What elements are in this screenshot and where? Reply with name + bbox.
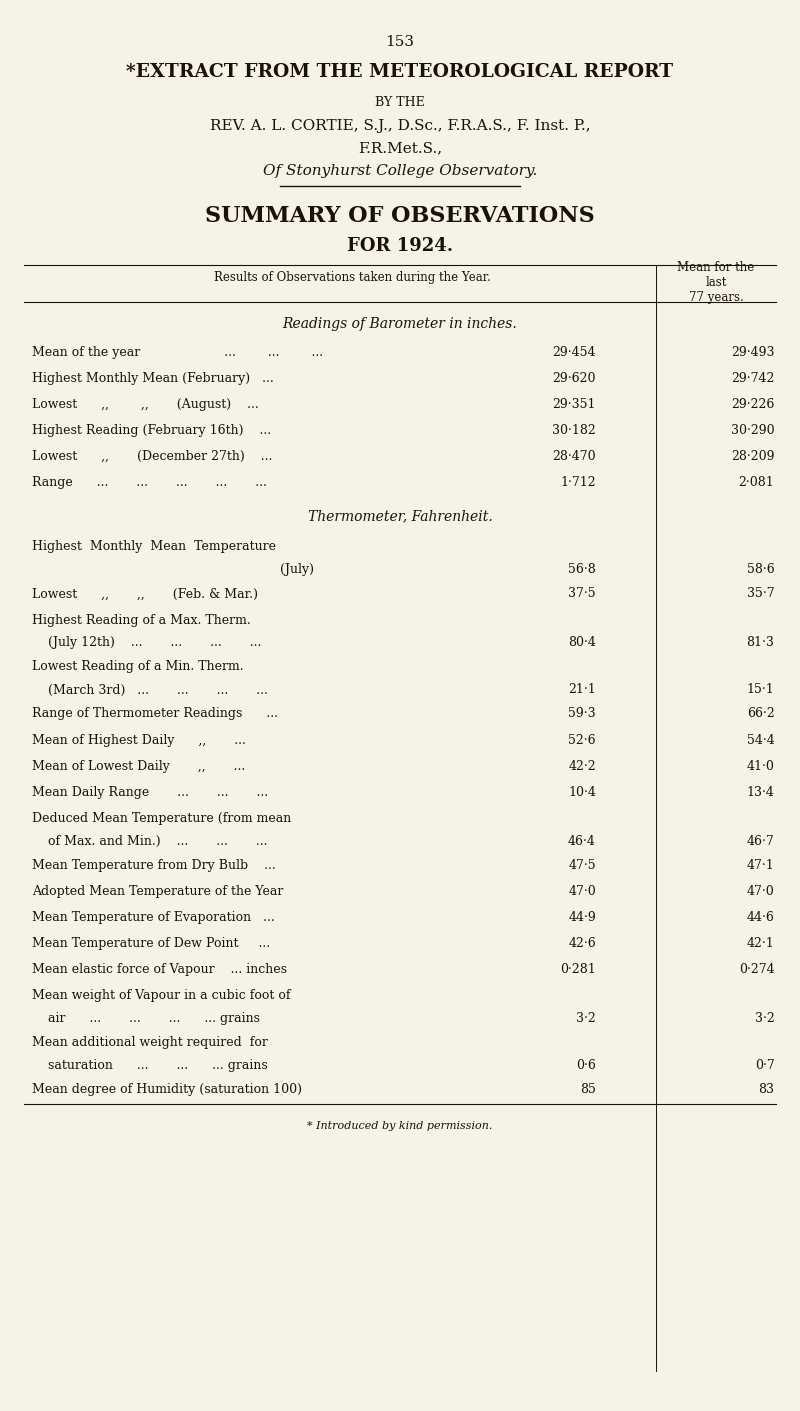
Text: Highest Reading (February 16th)    ...: Highest Reading (February 16th) ...	[32, 423, 271, 437]
Text: 10·4: 10·4	[568, 786, 596, 799]
Text: Lowest      ,,       ,,       (Feb. & Mar.): Lowest ,, ,, (Feb. & Mar.)	[32, 587, 258, 601]
Text: 44·6: 44·6	[746, 912, 774, 924]
Text: 46·7: 46·7	[746, 835, 774, 848]
Text: 37·5: 37·5	[568, 587, 596, 601]
Text: 47·0: 47·0	[746, 885, 774, 897]
Text: Mean Daily Range       ...       ...       ...: Mean Daily Range ... ... ...	[32, 786, 268, 799]
Text: Mean weight of Vapour in a cubic foot of: Mean weight of Vapour in a cubic foot of	[32, 989, 290, 1002]
Text: 0·6: 0·6	[576, 1060, 596, 1072]
Text: 44·9: 44·9	[568, 912, 596, 924]
Text: F.R.Met.S.,: F.R.Met.S.,	[358, 141, 442, 155]
Text: SUMMARY OF OBSERVATIONS: SUMMARY OF OBSERVATIONS	[205, 205, 595, 227]
Text: 29·493: 29·493	[731, 346, 774, 358]
Text: Mean degree of Humidity (saturation 100): Mean degree of Humidity (saturation 100)	[32, 1084, 302, 1096]
Text: BY THE: BY THE	[375, 96, 425, 109]
Text: 42·2: 42·2	[568, 759, 596, 773]
Text: 47·5: 47·5	[568, 859, 596, 872]
Text: 80·4: 80·4	[568, 636, 596, 649]
Text: Range of Thermometer Readings      ...: Range of Thermometer Readings ...	[32, 707, 278, 721]
Text: 3·2: 3·2	[576, 1012, 596, 1026]
Text: 1·712: 1·712	[560, 476, 596, 490]
Text: 153: 153	[386, 35, 414, 49]
Text: 0·274: 0·274	[738, 964, 774, 976]
Text: Mean additional weight required  for: Mean additional weight required for	[32, 1036, 268, 1050]
Text: Mean of Lowest Daily       ,,       ...: Mean of Lowest Daily ,, ...	[32, 759, 246, 773]
Text: 59·3: 59·3	[568, 707, 596, 721]
Text: 83: 83	[758, 1084, 774, 1096]
Text: 21·1: 21·1	[568, 683, 596, 697]
Text: 58·6: 58·6	[746, 563, 774, 576]
Text: 13·4: 13·4	[746, 786, 774, 799]
Text: 29·620: 29·620	[553, 373, 596, 385]
Text: 42·6: 42·6	[568, 937, 596, 950]
Text: air      ...       ...       ...      ... grains: air ... ... ... ... grains	[32, 1012, 260, 1026]
Text: (July 12th)    ...       ...       ...       ...: (July 12th) ... ... ... ...	[32, 636, 262, 649]
Text: 30·182: 30·182	[552, 423, 596, 437]
Text: 29·742: 29·742	[731, 373, 774, 385]
Text: 3·2: 3·2	[754, 1012, 774, 1026]
Text: 47·0: 47·0	[568, 885, 596, 897]
Text: Readings of Barometer in inches.: Readings of Barometer in inches.	[282, 317, 518, 332]
Text: Lowest      ,,       (December 27th)    ...: Lowest ,, (December 27th) ...	[32, 450, 272, 463]
Text: Highest Monthly Mean (February)   ...: Highest Monthly Mean (February) ...	[32, 373, 274, 385]
Text: Mean Temperature of Evaporation   ...: Mean Temperature of Evaporation ...	[32, 912, 274, 924]
Text: 41·0: 41·0	[746, 759, 774, 773]
Text: Mean Temperature from Dry Bulb    ...: Mean Temperature from Dry Bulb ...	[32, 859, 276, 872]
Text: Thermometer, Fahrenheit.: Thermometer, Fahrenheit.	[308, 509, 492, 523]
Text: Deduced Mean Temperature (from mean: Deduced Mean Temperature (from mean	[32, 811, 291, 825]
Text: 29·226: 29·226	[731, 398, 774, 411]
Text: Results of Observations taken during the Year.: Results of Observations taken during the…	[214, 271, 490, 284]
Text: 2·081: 2·081	[738, 476, 774, 490]
Text: Mean of the year                     ...        ...        ...: Mean of the year ... ... ...	[32, 346, 323, 358]
Text: Lowest Reading of a Min. Therm.: Lowest Reading of a Min. Therm.	[32, 660, 244, 673]
Text: 0·7: 0·7	[754, 1060, 774, 1072]
Text: 35·7: 35·7	[746, 587, 774, 601]
Text: Highest  Monthly  Mean  Temperature: Highest Monthly Mean Temperature	[32, 540, 276, 553]
Text: REV. A. L. CORTIE, S.J., D.Sc., F.R.A.S., F. Inst. P.,: REV. A. L. CORTIE, S.J., D.Sc., F.R.A.S.…	[210, 119, 590, 133]
Text: Adopted Mean Temperature of the Year: Adopted Mean Temperature of the Year	[32, 885, 283, 897]
Text: 81·3: 81·3	[746, 636, 774, 649]
Text: 54·4: 54·4	[746, 734, 774, 746]
Text: 56·8: 56·8	[568, 563, 596, 576]
Text: Mean Temperature of Dew Point     ...: Mean Temperature of Dew Point ...	[32, 937, 270, 950]
Text: Range      ...       ...       ...       ...       ...: Range ... ... ... ... ...	[32, 476, 267, 490]
Text: Of Stonyhurst College Observatory.: Of Stonyhurst College Observatory.	[263, 164, 537, 178]
Text: 0·281: 0·281	[560, 964, 596, 976]
Text: * Introduced by kind permission.: * Introduced by kind permission.	[307, 1120, 493, 1130]
Text: saturation      ...       ...      ... grains: saturation ... ... ... grains	[32, 1060, 268, 1072]
Text: 47·1: 47·1	[746, 859, 774, 872]
Text: Lowest      ,,        ,,       (August)    ...: Lowest ,, ,, (August) ...	[32, 398, 258, 411]
Text: 30·290: 30·290	[730, 423, 774, 437]
Text: 28·470: 28·470	[552, 450, 596, 463]
Text: 29·454: 29·454	[553, 346, 596, 358]
Text: 15·1: 15·1	[746, 683, 774, 697]
Text: Mean elastic force of Vapour    ... inches: Mean elastic force of Vapour ... inches	[32, 964, 287, 976]
Text: 66·2: 66·2	[746, 707, 774, 721]
Text: (March 3rd)   ...       ...       ...       ...: (March 3rd) ... ... ... ...	[32, 683, 268, 697]
Text: 28·209: 28·209	[731, 450, 774, 463]
Text: 85: 85	[580, 1084, 596, 1096]
Text: 52·6: 52·6	[568, 734, 596, 746]
Text: Mean of Highest Daily      ,,       ...: Mean of Highest Daily ,, ...	[32, 734, 246, 746]
Text: Highest Reading of a Max. Therm.: Highest Reading of a Max. Therm.	[32, 614, 250, 626]
Text: 42·1: 42·1	[746, 937, 774, 950]
Text: 29·351: 29·351	[553, 398, 596, 411]
Text: FOR 1924.: FOR 1924.	[347, 237, 453, 255]
Text: (July): (July)	[32, 563, 314, 576]
Text: of Max. and Min.)    ...       ...       ...: of Max. and Min.) ... ... ...	[32, 835, 267, 848]
Text: *EXTRACT FROM THE METEOROLOGICAL REPORT: *EXTRACT FROM THE METEOROLOGICAL REPORT	[126, 63, 674, 82]
Text: 46·4: 46·4	[568, 835, 596, 848]
Text: Mean for the
last
77 years.: Mean for the last 77 years.	[678, 261, 754, 303]
